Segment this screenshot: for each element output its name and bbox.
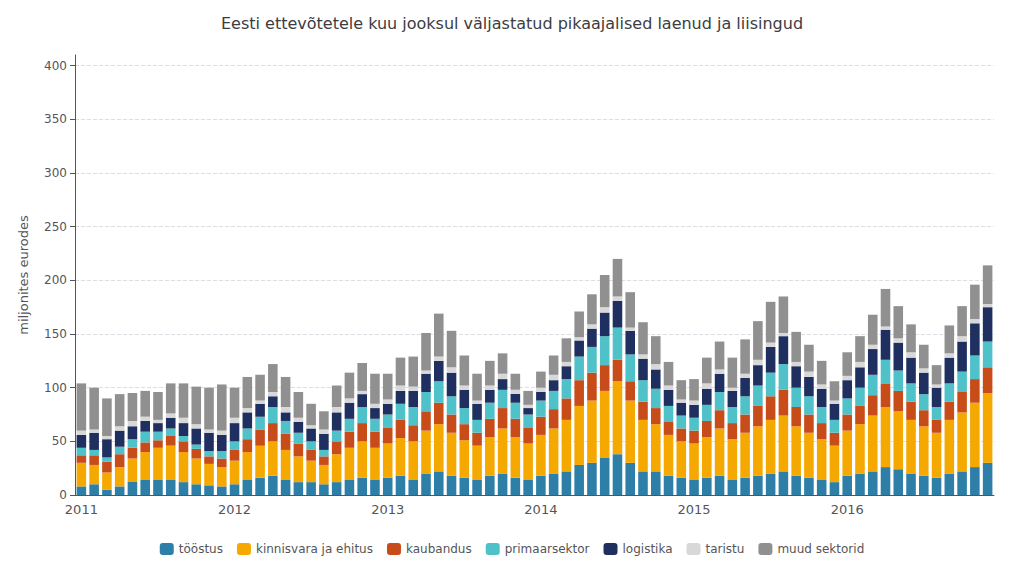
svg-text:kaubandus: kaubandus <box>406 542 472 556</box>
svg-text:50: 50 <box>52 434 67 448</box>
svg-text:100: 100 <box>44 381 67 395</box>
svg-text:kinnisvara ja ehitus: kinnisvara ja ehitus <box>256 542 373 556</box>
svg-text:400: 400 <box>44 59 67 73</box>
svg-text:2011: 2011 <box>65 502 98 517</box>
svg-text:2013: 2013 <box>371 502 404 517</box>
svg-text:primaarsektor: primaarsektor <box>505 542 590 556</box>
svg-text:2012: 2012 <box>218 502 251 517</box>
svg-text:taristu: taristu <box>706 542 745 556</box>
svg-text:miljonites eurodes: miljonites eurodes <box>16 215 31 335</box>
svg-text:300: 300 <box>44 166 67 180</box>
svg-text:logistika: logistika <box>623 542 673 556</box>
svg-text:200: 200 <box>44 273 67 287</box>
svg-text:0: 0 <box>59 488 67 502</box>
svg-text:150: 150 <box>44 327 67 341</box>
svg-text:2015: 2015 <box>678 502 711 517</box>
svg-text:2014: 2014 <box>524 502 557 517</box>
svg-text:Eesti ettevõtetele kuu jooksul: Eesti ettevõtetele kuu jooksul väljastat… <box>221 14 803 33</box>
svg-text:250: 250 <box>44 220 67 234</box>
svg-text:2016: 2016 <box>831 502 864 517</box>
svg-text:350: 350 <box>44 112 67 126</box>
svg-text:tööstus: tööstus <box>179 542 223 556</box>
svg-text:muud sektorid: muud sektorid <box>777 542 864 556</box>
